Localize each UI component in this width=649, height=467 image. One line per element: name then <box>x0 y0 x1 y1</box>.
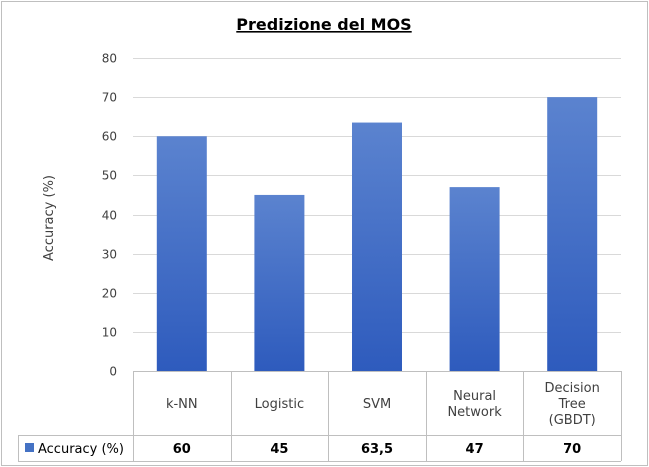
category-label: Logistic <box>255 397 304 412</box>
category-label: Neural <box>453 389 496 404</box>
category-label: Network <box>447 405 502 420</box>
bar <box>156 136 207 371</box>
data-label: 70 <box>563 442 581 457</box>
y-tick-label: 60 <box>102 130 117 144</box>
bar <box>547 97 598 371</box>
legend-swatch <box>25 443 34 452</box>
y-tick-label: 80 <box>102 52 117 66</box>
y-tick-label: 20 <box>102 287 117 301</box>
y-tick-label: 50 <box>102 169 117 183</box>
bar <box>352 122 402 372</box>
bars <box>156 97 598 372</box>
y-tick-label: 30 <box>102 248 117 262</box>
bar <box>254 194 305 371</box>
category-label: Decision <box>545 381 600 396</box>
y-tick-label: 70 <box>102 91 117 105</box>
data-label: 47 <box>466 442 484 457</box>
data-label: 63,5 <box>361 442 393 457</box>
y-axis-label: Accuracy (%) <box>42 175 57 261</box>
y-axis-ticks: 0 10 20 30 40 50 60 70 80 <box>102 52 117 379</box>
y-tick-label: 10 <box>102 326 117 340</box>
y-tick-label: 0 <box>109 365 117 379</box>
y-tick-label: 40 <box>102 209 117 223</box>
category-label: SVM <box>363 397 391 412</box>
data-label: 60 <box>173 442 191 457</box>
data-label: 45 <box>270 442 288 457</box>
legend-label: Accuracy (%) <box>38 442 124 457</box>
bar <box>449 187 500 371</box>
chart-title: Predizione del MOS <box>236 15 411 34</box>
category-label: (GBDT) <box>549 413 596 428</box>
category-label: k-NN <box>166 397 198 412</box>
category-label: Tree <box>558 397 586 412</box>
